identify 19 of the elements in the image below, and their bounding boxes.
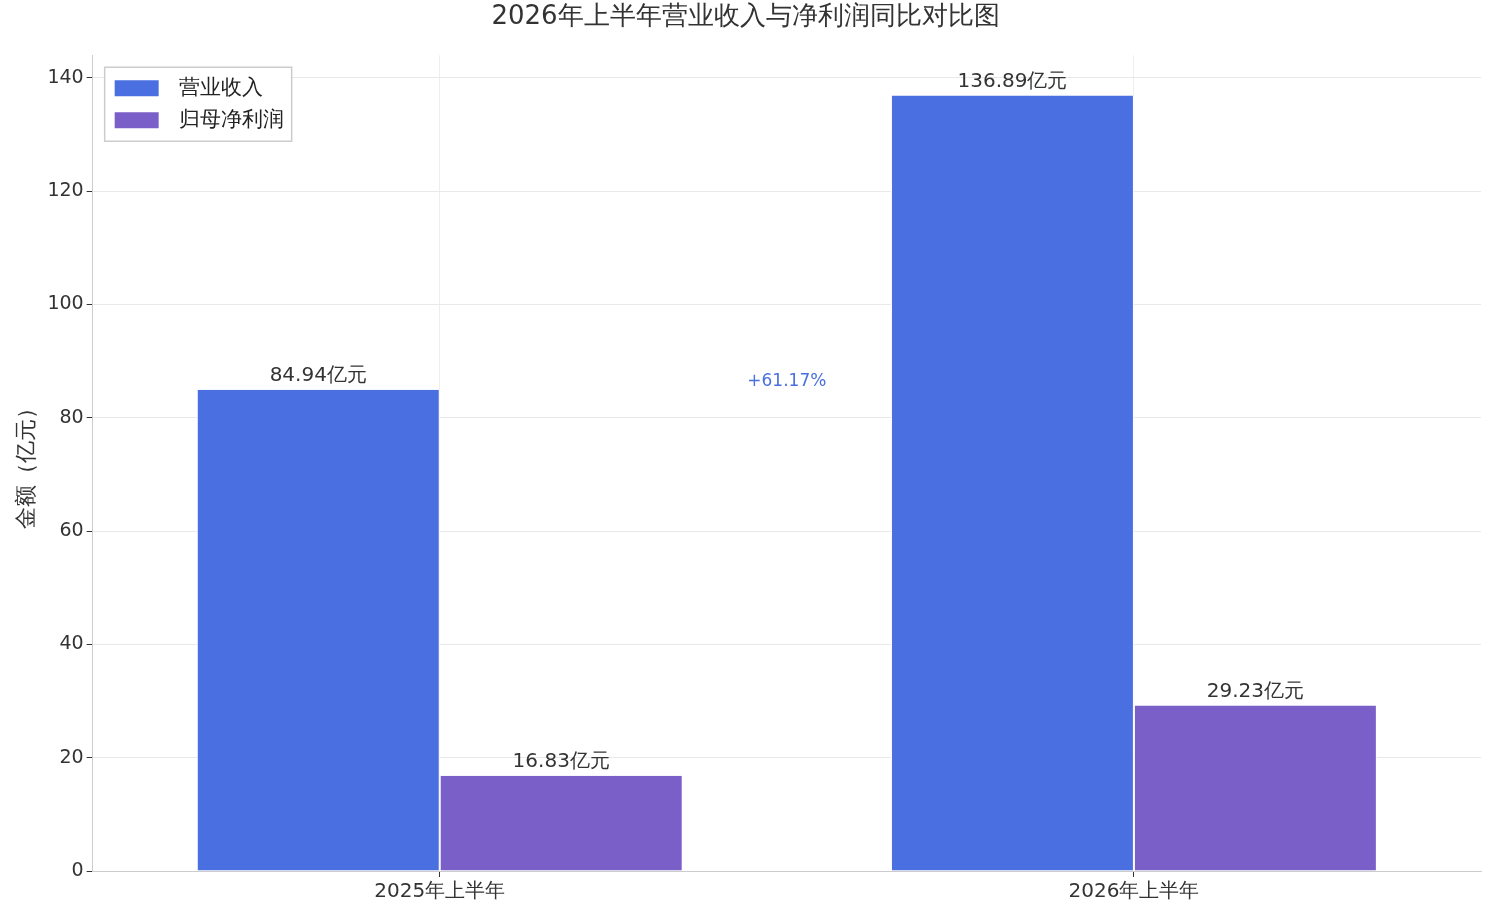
- legend-label: 归母净利润: [178, 106, 284, 131]
- y-tick-label: 0: [71, 857, 84, 880]
- data-label: 16.83亿元: [512, 747, 610, 772]
- data-label: 136.89亿元: [957, 67, 1068, 92]
- y-tick-label: 120: [47, 178, 84, 201]
- y-tick-label: 60: [59, 518, 84, 541]
- y-axis-title: 金额（亿元）: [12, 397, 38, 530]
- data-label: 84.94亿元: [269, 361, 367, 386]
- y-tick-label: 140: [47, 64, 84, 87]
- annotation: +61.17%: [747, 369, 827, 390]
- y-tick-label: 20: [59, 744, 84, 767]
- x-tick-label: 2026年上半年: [1068, 878, 1200, 903]
- data-label: 29.23亿元: [1206, 677, 1305, 702]
- y-tick-label: 40: [59, 631, 84, 654]
- y-tick-label: 100: [47, 291, 84, 314]
- chart-title: 2026年上半年营业收入与净利润同比对比图: [491, 0, 1000, 31]
- y-tick-label: 80: [59, 404, 84, 427]
- legend-label: 营业收入: [178, 74, 263, 99]
- x-tick-label: 2025年上半年: [374, 878, 506, 903]
